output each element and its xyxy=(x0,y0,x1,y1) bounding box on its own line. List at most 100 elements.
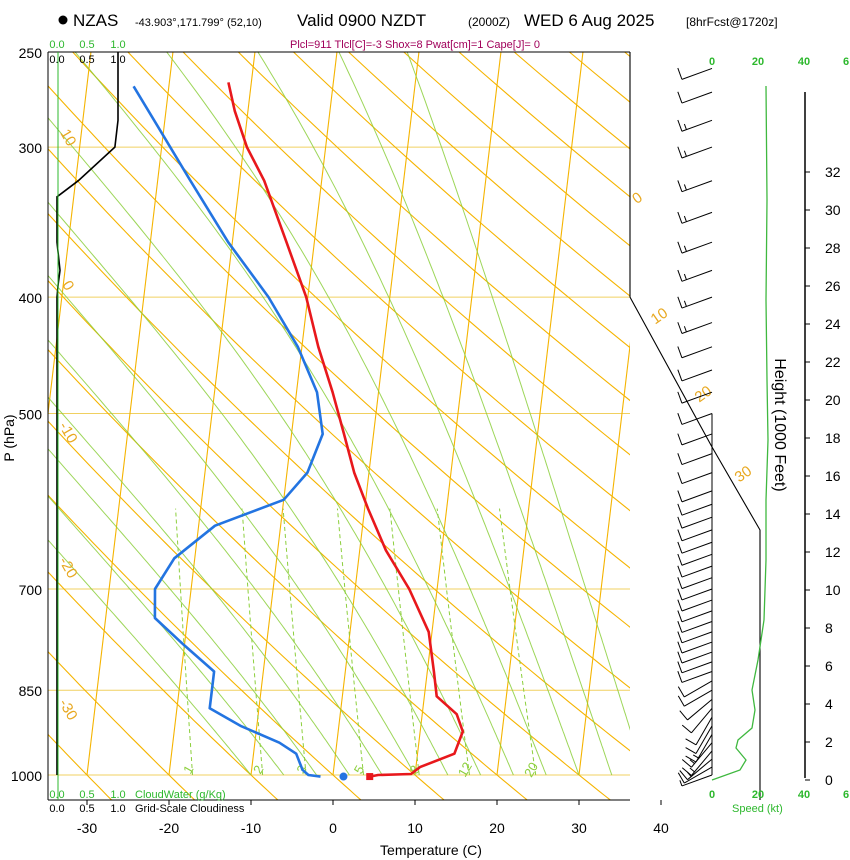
cloudwater-scale-top: 0.5 xyxy=(79,39,94,51)
wind-barb-staff xyxy=(681,671,713,683)
wind-barb-feather xyxy=(677,577,683,589)
wind-barb xyxy=(677,577,713,590)
wind-barb-staff xyxy=(684,689,713,707)
wind-barb xyxy=(677,211,713,224)
wind-barb-staff xyxy=(695,725,713,754)
wind-barb xyxy=(677,766,713,784)
surface-dewpoint-marker xyxy=(339,772,348,781)
wind-barb-feather xyxy=(677,695,685,707)
wind-barb-feather xyxy=(677,541,683,554)
height-axis-title: Height (1000 Feet) xyxy=(771,358,788,491)
wind-barb xyxy=(677,67,713,80)
wind-barb-staff xyxy=(681,599,713,612)
mixing-ratio-label: 2 xyxy=(250,763,267,777)
wind-barb-feather xyxy=(677,503,683,516)
wind-barb-staff xyxy=(681,503,713,516)
cloudwater-scale-bottom: 0.0 xyxy=(49,789,64,801)
speed-scale-top: 0 xyxy=(709,56,715,68)
height-tick-label: 22 xyxy=(825,354,841,370)
temp-tick-label: -30 xyxy=(77,820,97,836)
wind-barb xyxy=(677,146,713,159)
temp-tick-label: -20 xyxy=(159,820,179,836)
wind-barb xyxy=(677,631,713,644)
wind-barb-feather xyxy=(677,651,683,664)
isotherm-line xyxy=(578,341,630,776)
isotherm-line xyxy=(48,52,92,418)
wind-barb xyxy=(685,734,713,763)
speed-scale-bottom: 20 xyxy=(752,789,764,801)
isotherm-line xyxy=(250,52,338,776)
wind-barb-feather xyxy=(677,91,683,104)
wind-barb xyxy=(677,588,713,601)
height-tick-label: 20 xyxy=(825,392,841,408)
wind-barb xyxy=(677,91,713,104)
wind-barb-feather xyxy=(685,738,697,746)
wind-barb xyxy=(685,725,713,754)
wind-barb xyxy=(677,453,713,466)
mixing-ratio-line xyxy=(175,508,193,776)
wind-barb-staff xyxy=(684,680,713,698)
height-tick-label: 30 xyxy=(825,202,841,218)
wind-barb-feather xyxy=(677,661,683,673)
wind-barb-staff xyxy=(687,758,713,781)
moist-adiabat-line xyxy=(48,448,318,776)
wind-barb-half-feather xyxy=(689,767,695,773)
wind-barb xyxy=(677,241,713,254)
wind-barb-staff xyxy=(681,91,713,104)
wind-barb-half-feather xyxy=(683,150,687,157)
wind-barb xyxy=(677,553,713,566)
wind-barb-staff xyxy=(681,391,713,404)
wind-barb-staff xyxy=(691,708,713,734)
wind-barb xyxy=(677,641,713,654)
wind-barb-staff xyxy=(681,577,713,590)
wind-barb-half-feather xyxy=(683,245,687,252)
moist-adiabat-line xyxy=(406,52,630,731)
utc-time: (2000Z) xyxy=(468,15,510,29)
right-border-line xyxy=(629,52,761,800)
wind-barb-feather xyxy=(677,472,683,484)
wind-barb-staff xyxy=(687,698,713,721)
cloudiness-scale-top: 0.5 xyxy=(79,54,94,66)
wind-barb-staff xyxy=(681,67,713,80)
wind-barb-staff xyxy=(681,296,713,309)
temp-tick-label: 40 xyxy=(653,820,669,836)
height-tick-label: 32 xyxy=(825,164,841,180)
wind-barb xyxy=(677,610,713,623)
isotherm-label-left: -30 xyxy=(55,696,81,723)
pressure-tick-label: 500 xyxy=(19,407,43,423)
isotherm-label-left: -20 xyxy=(55,554,81,581)
pressure-tick-label: 400 xyxy=(19,290,43,306)
dry-adiabat-line xyxy=(643,0,850,800)
wind-barb-staff xyxy=(681,180,713,193)
height-tick-label: 14 xyxy=(825,506,841,522)
isotherm-line xyxy=(496,52,584,776)
wind-barb-feather xyxy=(677,516,683,529)
wind-barb-feather xyxy=(677,620,683,633)
wind-barb-staff xyxy=(681,241,713,254)
wind-barb-feather xyxy=(679,710,688,721)
height-tick-label: 10 xyxy=(825,582,841,598)
dewpoint-line xyxy=(132,85,325,778)
wind-barb xyxy=(677,620,713,633)
speed-scale-top: 6 xyxy=(843,56,849,68)
wind-barb-staff xyxy=(681,453,713,466)
wind-barb-feather xyxy=(677,146,683,159)
wind-barb-feather xyxy=(677,180,683,192)
wind-barb xyxy=(685,716,713,746)
speed-scale-bottom: 40 xyxy=(798,789,810,801)
wind-barb xyxy=(677,180,713,193)
temp-tick-label: 20 xyxy=(489,820,505,836)
wind-barb-feather xyxy=(681,724,692,734)
wind-barb-staff xyxy=(681,553,713,566)
wind-barb-staff xyxy=(681,661,713,674)
dry-adiabat-line xyxy=(48,348,529,800)
wind-barb-staff xyxy=(691,742,713,768)
wind-barb-staff xyxy=(681,588,713,601)
wind-barb-feather xyxy=(677,610,683,622)
wind-barb-staff xyxy=(681,631,713,644)
wind-barb-half-feather xyxy=(683,273,687,280)
valid-time: Valid 0900 NZDT xyxy=(297,11,426,30)
surface-temperature-marker xyxy=(366,773,374,781)
valid-date: WED 6 Aug 2025 xyxy=(524,11,654,30)
dry-adiabat-line xyxy=(48,571,279,800)
